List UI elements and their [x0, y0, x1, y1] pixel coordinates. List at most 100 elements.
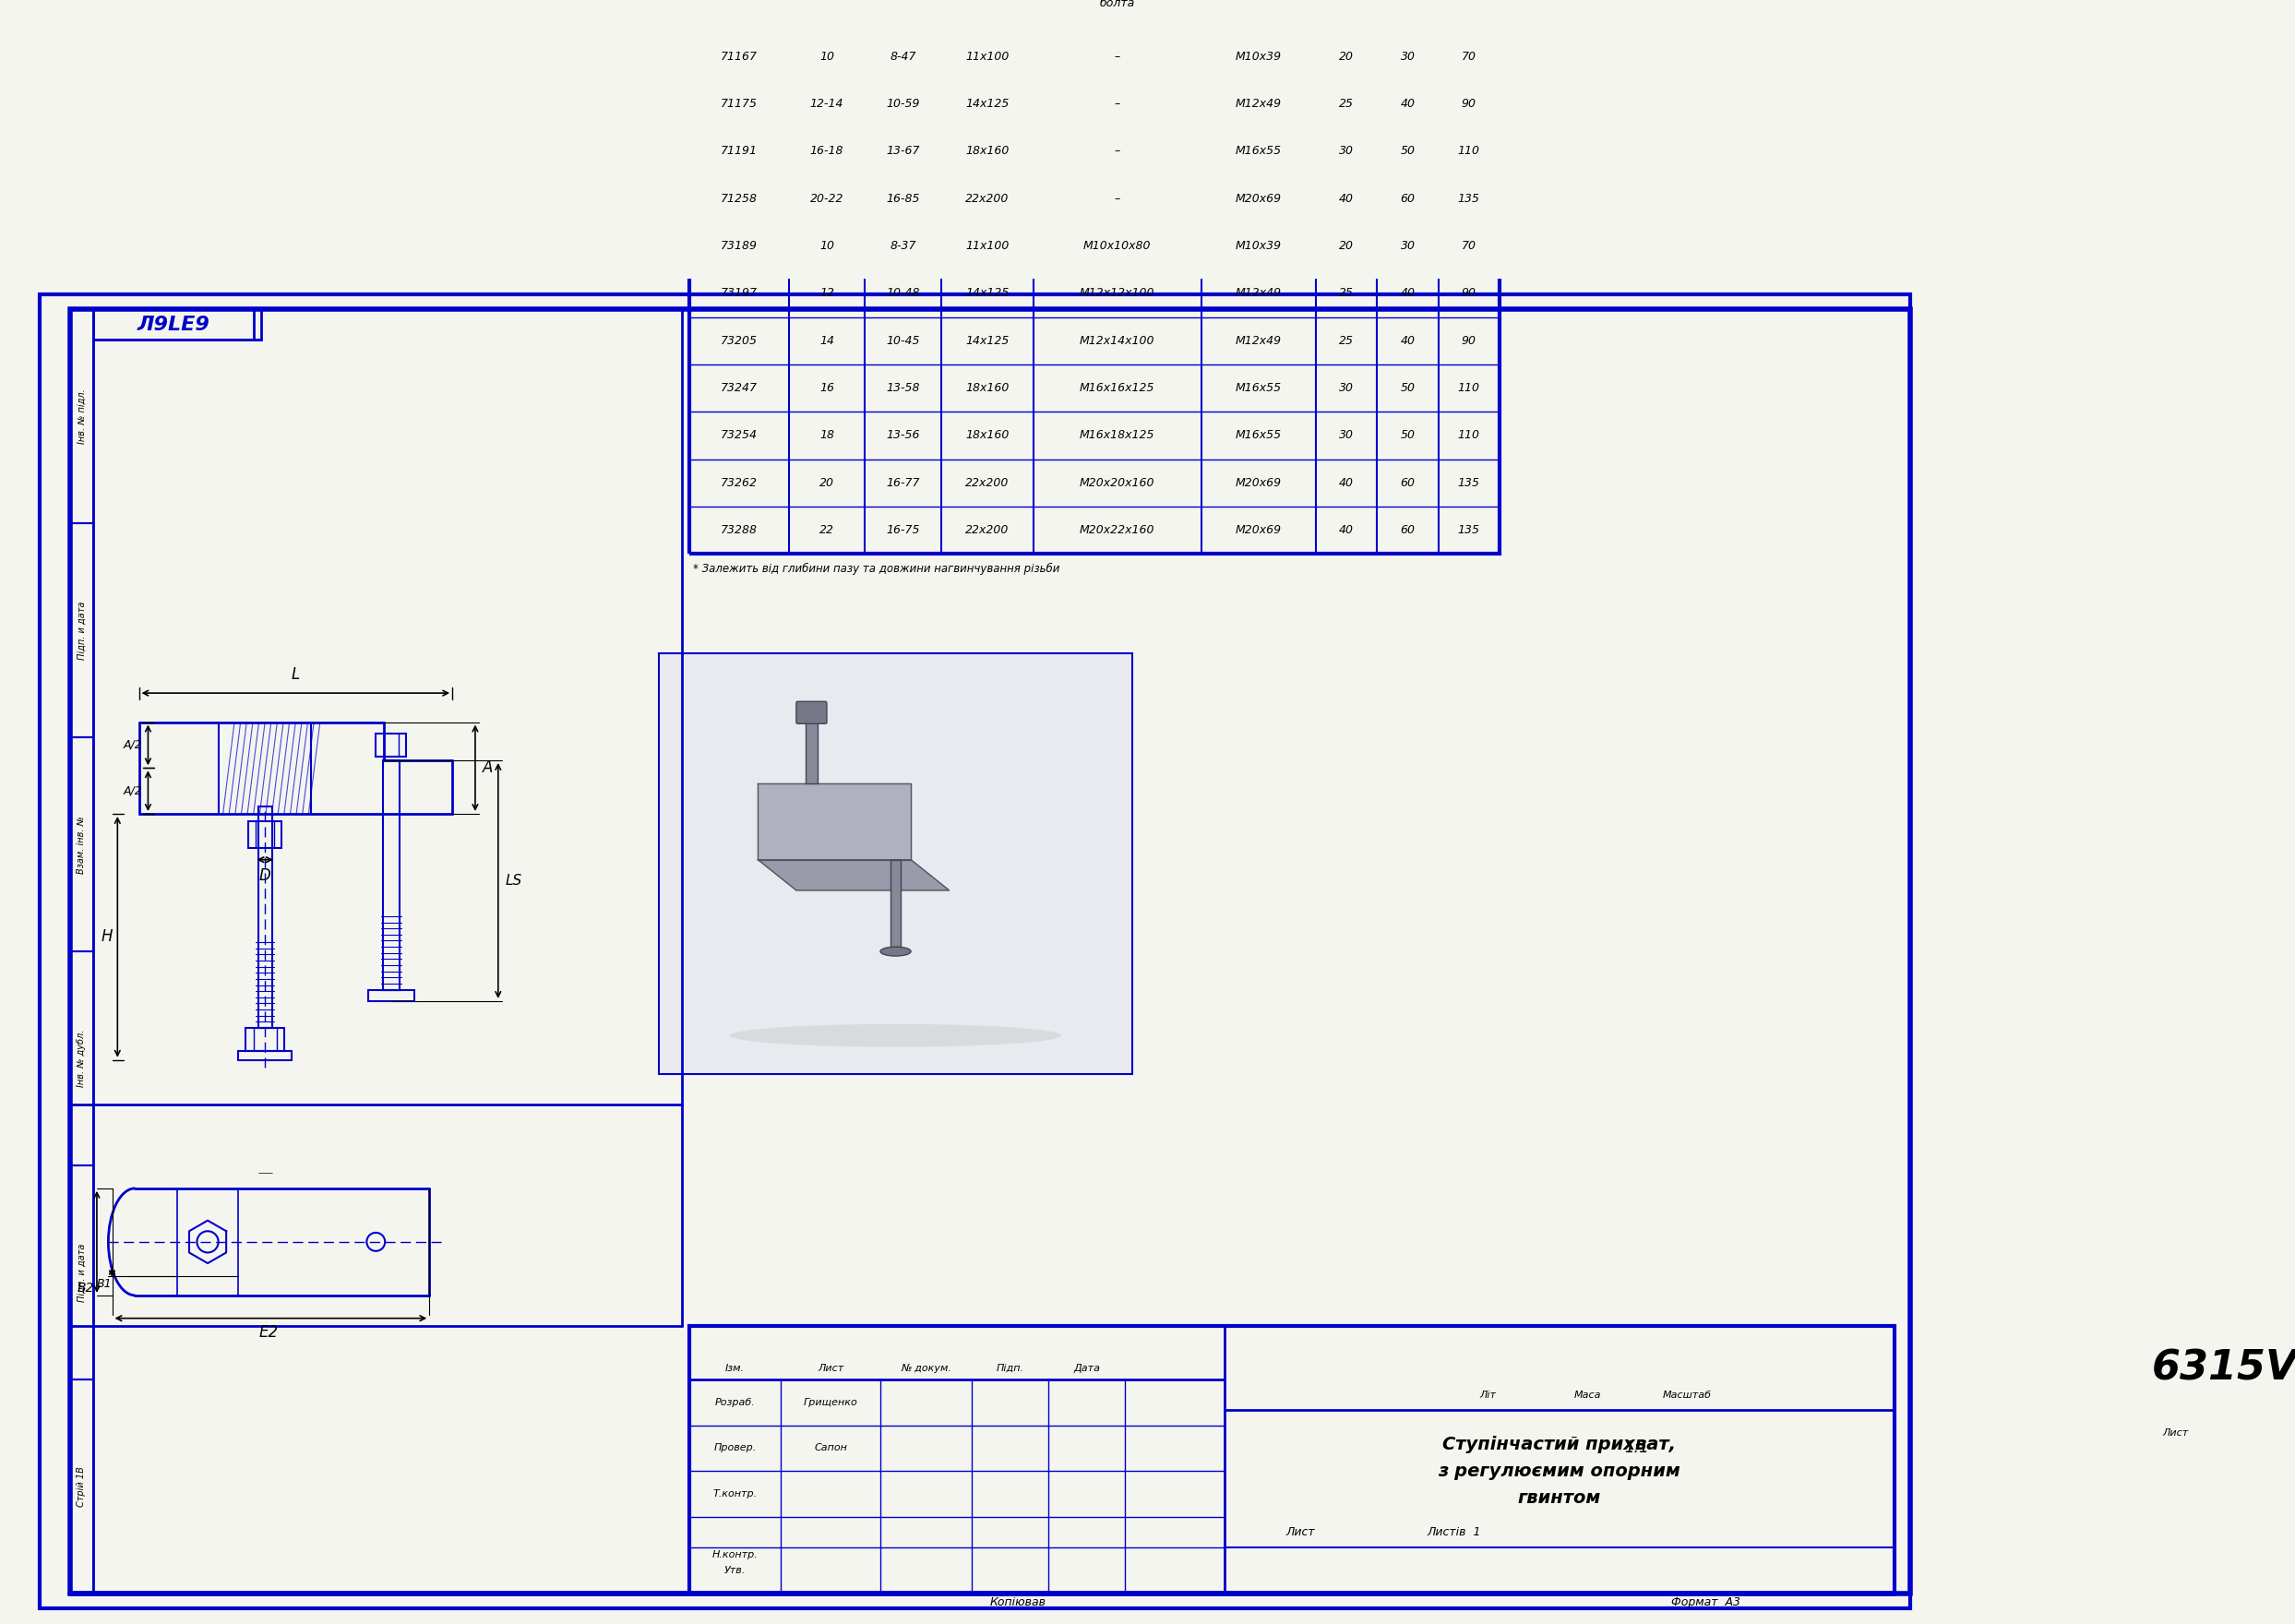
Text: A/2: A/2 [124, 784, 142, 797]
Text: B1: B1 [96, 1278, 112, 1289]
Bar [688, 1325, 1896, 1593]
Text: E2: E2 [259, 1324, 278, 1340]
Text: 73247: 73247 [721, 382, 757, 395]
Text: 50: 50 [1400, 382, 1416, 395]
Text: М16х55: М16х55 [1235, 382, 1283, 395]
Text: A: A [482, 760, 493, 776]
Text: 18х160: 18х160 [966, 429, 1010, 442]
Text: Дата: Дата [1074, 1363, 1099, 1372]
Ellipse shape [881, 947, 911, 957]
Text: 10-59: 10-59 [886, 97, 920, 110]
Bar [367, 989, 413, 1000]
Polygon shape [757, 783, 911, 859]
Text: гвинтом: гвинтом [1517, 1489, 1602, 1507]
Text: Лист: Лист [817, 1363, 845, 1372]
Text: Ступінчастий прихват,: Ступінчастий прихват, [1444, 1436, 1675, 1453]
Text: 40: 40 [1400, 335, 1416, 348]
Text: L: L [291, 666, 301, 682]
Text: 71167: 71167 [721, 50, 757, 62]
Text: 30: 30 [1340, 145, 1354, 158]
Text: * Залежить від глибини пазу та довжини нагвинчування різьби: * Залежить від глибини пазу та довжини н… [693, 564, 1060, 575]
Text: Формат  А3: Формат А3 [1671, 1596, 1740, 1609]
Text: М12х49: М12х49 [1235, 335, 1283, 348]
Text: 30: 30 [1340, 429, 1354, 442]
Text: 1:1: 1:1 [1625, 1440, 1650, 1457]
Text: Підп.: Підп. [996, 1363, 1024, 1372]
Text: Розраб.: Розраб. [716, 1398, 755, 1406]
Text: Т.контр.: Т.контр. [714, 1489, 757, 1499]
Text: 18х160: 18х160 [966, 145, 1010, 158]
Text: М12х49: М12х49 [1235, 97, 1283, 110]
Bar [94, 310, 252, 339]
Text: 40: 40 [1340, 525, 1354, 536]
Text: 13-67: 13-67 [886, 145, 920, 158]
Text: Грищенко: Грищенко [803, 1398, 858, 1406]
Text: 18: 18 [819, 429, 833, 442]
Text: № докум.: № докум. [902, 1363, 952, 1372]
Text: Лист: Лист [2162, 1429, 2189, 1437]
Text: 110: 110 [1457, 382, 1480, 395]
Bar [218, 723, 310, 814]
Text: 73189: 73189 [721, 240, 757, 252]
FancyBboxPatch shape [796, 702, 826, 724]
Text: 110: 110 [1457, 145, 1480, 158]
Bar [71, 523, 94, 737]
Text: Взам. інв. №: Взам. інв. № [78, 815, 87, 874]
Text: 71191: 71191 [721, 145, 757, 158]
Bar [71, 1379, 94, 1593]
Bar [890, 859, 902, 952]
Bar [71, 737, 94, 952]
Text: Н.контр.: Н.контр. [711, 1551, 757, 1559]
Bar [94, 310, 262, 339]
Text: Сапон: Сапон [815, 1444, 847, 1453]
Text: 20: 20 [1340, 240, 1354, 252]
Text: 40: 40 [1340, 477, 1354, 489]
Text: Ізм.: Ізм. [725, 1363, 746, 1372]
Text: 25: 25 [1340, 335, 1354, 348]
Bar [257, 806, 271, 1028]
Text: 13-56: 13-56 [886, 429, 920, 442]
Text: 20-22: 20-22 [810, 193, 845, 205]
Text: 11х100: 11х100 [966, 50, 1010, 62]
Text: 18х160: 18х160 [966, 382, 1010, 395]
Text: Копіював: Копіював [989, 1596, 1047, 1609]
Text: 14х125: 14х125 [966, 287, 1010, 299]
Text: 60: 60 [1400, 525, 1416, 536]
Text: Провер.: Провер. [714, 1444, 757, 1453]
Text: 14: 14 [819, 335, 833, 348]
Text: М20х20х160: М20х20х160 [1079, 477, 1154, 489]
Text: 25: 25 [1340, 287, 1354, 299]
Text: 135: 135 [1457, 477, 1480, 489]
Text: М20х69: М20х69 [1235, 477, 1283, 489]
Bar [383, 760, 399, 989]
Text: М12х14х100: М12х14х100 [1079, 335, 1154, 348]
Text: М10х10х80: М10х10х80 [1083, 240, 1152, 252]
Text: 14х125: 14х125 [966, 335, 1010, 348]
Bar [248, 822, 282, 848]
Text: 110: 110 [1457, 429, 1480, 442]
Text: М10х39: М10х39 [1235, 50, 1283, 62]
Text: 73254: 73254 [721, 429, 757, 442]
Text: 12-14: 12-14 [810, 97, 845, 110]
Bar [71, 310, 94, 523]
Text: М12х49: М12х49 [1235, 287, 1283, 299]
Text: 90: 90 [1462, 97, 1476, 110]
Text: 8-37: 8-37 [890, 240, 916, 252]
Text: М20х69: М20х69 [1235, 193, 1283, 205]
Text: 16: 16 [819, 382, 833, 395]
Text: –: – [1115, 145, 1120, 158]
Text: 40: 40 [1400, 97, 1416, 110]
Text: 135: 135 [1457, 525, 1480, 536]
Polygon shape [757, 859, 950, 890]
Ellipse shape [730, 1025, 1063, 1047]
Text: 20: 20 [819, 477, 833, 489]
Text: H: H [101, 929, 112, 945]
Bar [246, 1028, 285, 1051]
Text: М20х69: М20х69 [1235, 525, 1283, 536]
Text: 60: 60 [1400, 193, 1416, 205]
Bar [376, 734, 406, 757]
Text: 70: 70 [1462, 50, 1476, 62]
Text: 10-45: 10-45 [886, 335, 920, 348]
Text: 30: 30 [1400, 240, 1416, 252]
Text: М16х18х125: М16х18х125 [1079, 429, 1154, 442]
